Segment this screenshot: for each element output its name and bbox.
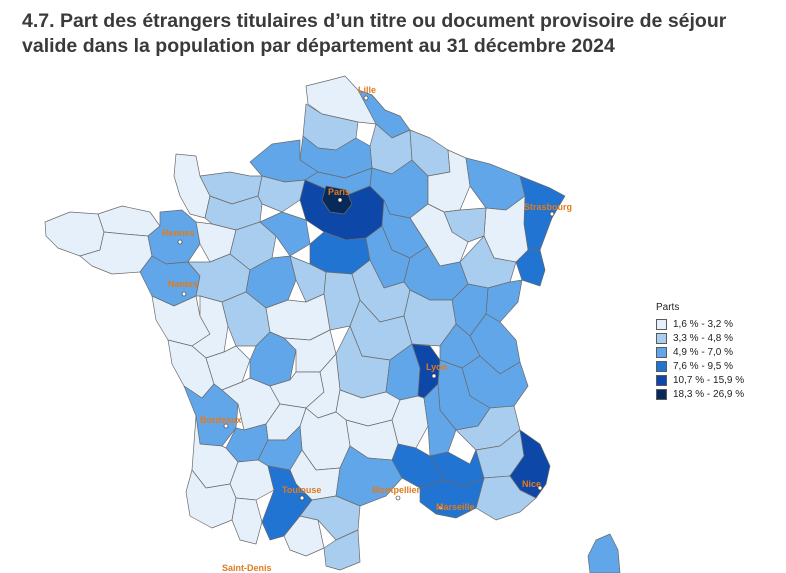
city-dot-rennes xyxy=(177,239,183,245)
legend-label: 10,7 % - 15,9 % xyxy=(673,374,745,386)
legend-swatch xyxy=(656,388,667,400)
legend-item: 10,7 % - 15,9 % xyxy=(656,373,744,387)
city-markers: Lille Paris Strasbourg Rennes Nantes Lyo… xyxy=(162,85,572,573)
city-label-bordeaux: Bordeaux xyxy=(200,415,242,425)
city-dot-lille xyxy=(363,95,369,101)
city-dot-nantes xyxy=(181,291,187,297)
city-label-saint-denis: Saint-Denis xyxy=(222,563,272,573)
city-label-lille: Lille xyxy=(358,85,376,95)
dept-cotes-armor xyxy=(97,205,161,237)
legend-swatch xyxy=(656,332,667,344)
dept-finistere xyxy=(44,211,105,257)
legend-swatch xyxy=(656,360,667,372)
legend-item: 4,9 % - 7,0 % xyxy=(656,345,744,359)
legend-item: 7,6 % - 9,5 % xyxy=(656,359,744,373)
dept-bas-rhin xyxy=(519,175,566,251)
dept-manche xyxy=(173,153,211,219)
legend-item: 1,6 % - 3,2 % xyxy=(656,317,744,331)
legend-label: 18,3 % - 26,9 % xyxy=(673,388,745,400)
dept-gers xyxy=(229,459,275,501)
legend-swatch xyxy=(656,318,667,330)
legend-label: 4,9 % - 7,0 % xyxy=(673,346,734,358)
legend-title: Parts xyxy=(656,302,680,313)
legend-item: 18,3 % - 26,9 % xyxy=(656,387,744,401)
city-dot-toulouse xyxy=(299,495,305,501)
city-label-strasbourg: Strasbourg xyxy=(524,202,572,212)
city-label-rennes: Rennes xyxy=(162,228,195,238)
map-title: 4.7. Part des étrangers titulaires d’un … xyxy=(22,10,727,57)
dept-var xyxy=(475,475,537,521)
dept-drome xyxy=(423,383,457,457)
city-label-nantes: Nantes xyxy=(168,279,198,289)
map-legend: Parts 1,6 % - 3,2 % 3,3 % - 4,8 % 4,9 % … xyxy=(656,302,744,401)
city-dot-paris xyxy=(337,197,343,203)
city-dot-bordeaux xyxy=(223,423,229,429)
legend-label: 7,6 % - 9,5 % xyxy=(673,360,734,372)
dept-corse xyxy=(587,533,621,573)
dept-eure xyxy=(257,175,306,213)
city-label-toulouse: Toulouse xyxy=(282,485,321,495)
dept-hautes-pyr xyxy=(231,497,263,545)
legend-swatch xyxy=(656,374,667,386)
city-label-marseille: Marseille xyxy=(436,502,475,512)
legend-item: 3,3 % - 4,8 % xyxy=(656,331,744,345)
city-label-nice: Nice xyxy=(522,479,541,489)
city-label-paris: Paris xyxy=(328,187,350,197)
city-dot-montpellier xyxy=(395,495,401,501)
dept-paris xyxy=(321,185,353,215)
legend-label: 3,3 % - 4,8 % xyxy=(673,332,734,344)
legend-swatch xyxy=(656,346,667,358)
dept-pyr-orientales xyxy=(323,529,361,571)
legend-label: 1,6 % - 3,2 % xyxy=(673,318,734,330)
city-label-montpellier: Montpellier xyxy=(372,485,420,495)
city-dot-strasbourg xyxy=(549,211,555,217)
city-dot-lyon xyxy=(431,373,437,379)
city-label-lyon: Lyon xyxy=(426,362,447,372)
city-dot-nice xyxy=(537,485,543,491)
dept-bouches-rhone xyxy=(419,477,485,519)
city-dot-marseille xyxy=(437,505,443,511)
